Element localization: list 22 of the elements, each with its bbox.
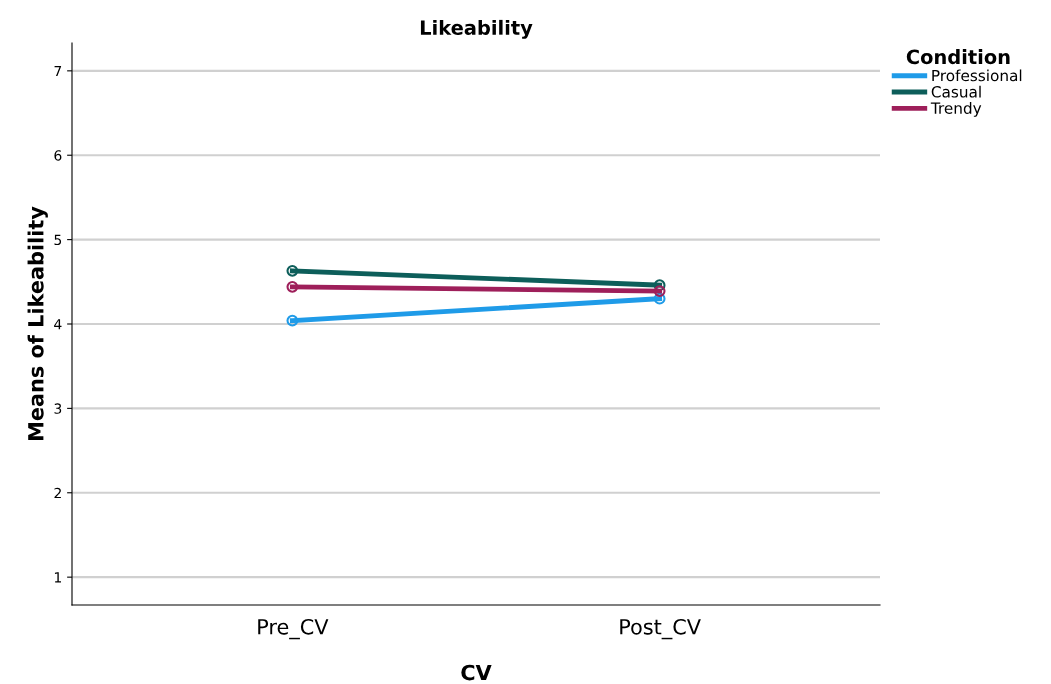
y-tick-label: 3 (54, 403, 62, 414)
y-tick-label: 6 (54, 150, 62, 161)
point (653, 285, 666, 297)
y-axis-title: Means of Likeability (27, 206, 48, 440)
point (286, 264, 299, 277)
legend-label: Casual (931, 85, 981, 98)
y-tick-label: 4 (54, 319, 62, 330)
legend-label: Trendy (930, 102, 982, 117)
y-tick-label: 7 (54, 66, 62, 77)
x-tick-label: Post_CV (620, 618, 701, 640)
point (286, 280, 299, 293)
point (653, 279, 666, 292)
chart-title: Likeability (420, 19, 533, 39)
point (653, 292, 666, 305)
x-axis-title: CV (461, 664, 492, 681)
legend-label: Professional (932, 69, 1022, 82)
legend-title: Condition (906, 49, 1010, 65)
y-tick-label: 2 (54, 487, 61, 499)
point (286, 314, 299, 327)
y-tick-label: 5 (54, 234, 62, 246)
x-tick-label: Pre_CV (258, 618, 329, 640)
y-tick-label: 1 (54, 572, 61, 583)
